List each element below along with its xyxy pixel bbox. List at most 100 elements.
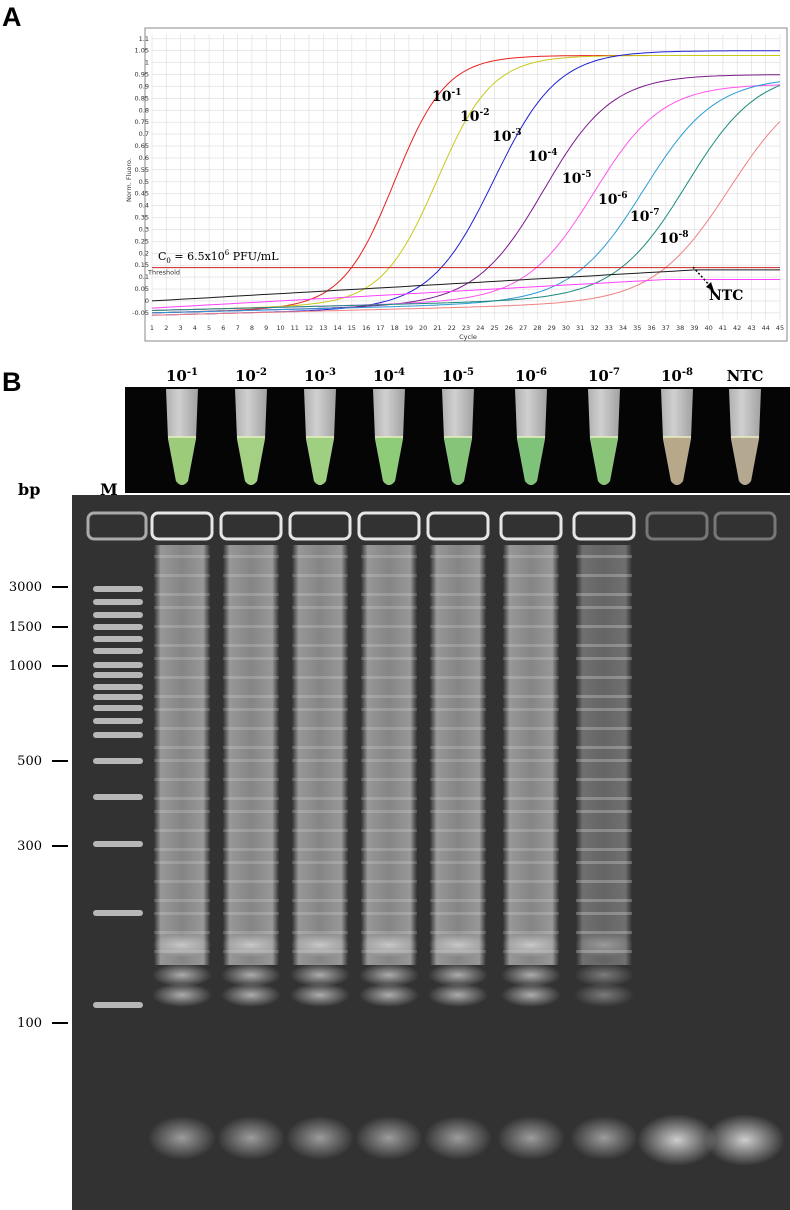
dilution-base: 10 (432, 89, 452, 105)
y-tick-label: 0.75 (135, 118, 149, 126)
gel-band (576, 644, 632, 647)
gel-band (430, 657, 486, 660)
dilution-exp: -7 (649, 208, 659, 218)
tube-label: NTC (727, 367, 764, 385)
y-tick-label: 1.1 (139, 35, 149, 43)
gel-low-band (359, 983, 419, 1007)
tube (235, 389, 267, 485)
ladder-band (93, 758, 143, 764)
gel-band (154, 880, 210, 883)
y-tick-labels: -0.05 0 0.05 0.1 0.15 0.2 0.25 0.3 0.35 0.4 0.45 0.… (132, 35, 149, 317)
gel-band (430, 727, 486, 730)
x-tick-label: 15 (348, 324, 356, 332)
x-tick-label: 4 (193, 324, 197, 332)
gel-band (576, 848, 632, 851)
gel-band (576, 657, 632, 660)
y-axis-label: Norm. Fluoro. (125, 158, 133, 202)
gel-well (645, 511, 709, 541)
gel-band (430, 574, 486, 577)
tube-label-exp: -2 (256, 367, 267, 378)
tube (729, 389, 761, 485)
gel-band (292, 759, 348, 762)
gel-well (86, 511, 148, 541)
gel-smear (154, 545, 210, 965)
gel-band (154, 759, 210, 762)
gel-band (292, 746, 348, 749)
gel-band (576, 931, 632, 934)
gel-band (223, 912, 279, 915)
x-tick-label: 18 (390, 324, 398, 332)
tube (661, 389, 693, 485)
c0-label: C (158, 250, 166, 263)
y-tick-label: 0.9 (139, 82, 149, 90)
gel-band (361, 555, 417, 558)
gel-band (503, 574, 559, 577)
gel-band (361, 810, 417, 813)
ladder-band (93, 794, 143, 800)
gel-band (361, 880, 417, 883)
tube-label: 10-6 (515, 367, 547, 385)
tube-liquid (731, 437, 759, 485)
gel-band (223, 746, 279, 749)
x-tick-label: 17 (376, 324, 384, 332)
tube (515, 389, 547, 485)
x-tick-label: 36 (647, 324, 655, 332)
y-tick-label: 0.85 (135, 94, 149, 102)
gel-band (576, 555, 632, 558)
threshold-label: Threshold (147, 269, 180, 277)
y-tick-label: 0.4 (139, 202, 149, 210)
tube-liquid (237, 437, 265, 485)
ladder-band (93, 1002, 143, 1008)
bp-marker-label: 300 (17, 839, 42, 854)
x-tick-label: 1 (150, 324, 154, 332)
x-tick-label: 9 (264, 324, 268, 332)
tube-label-exp: -3 (325, 367, 336, 378)
gel-band (430, 676, 486, 679)
x-tick-label: 37 (662, 324, 670, 332)
gel-band (223, 625, 279, 628)
x-tick-label: 32 (590, 324, 598, 332)
x-tick-label: 21 (433, 324, 441, 332)
gel-band (154, 593, 210, 596)
tube-label: 10-1 (166, 367, 198, 385)
gel-band (361, 695, 417, 698)
gel-band (292, 880, 348, 883)
gel-low-band (359, 933, 419, 957)
gel-band (430, 625, 486, 628)
tube-label-base: 10 (588, 367, 609, 385)
x-tick-label: 16 (362, 324, 370, 332)
gel-band (430, 695, 486, 698)
bp-marker-label: 100 (17, 1016, 42, 1031)
gel-band (503, 848, 559, 851)
gel-band (430, 810, 486, 813)
gel-low-band (501, 983, 561, 1007)
primer-dimer-spot (355, 1116, 423, 1160)
gel-band (576, 797, 632, 800)
dilution-label: 10-8 (659, 230, 688, 247)
gel-band (361, 676, 417, 679)
gel-band (292, 848, 348, 851)
ntc-arrow-line (692, 266, 712, 288)
dilution-label: 10-7 (630, 208, 659, 225)
primer-dimer-spot (570, 1116, 638, 1160)
gel-band (430, 555, 486, 558)
gel-band (154, 606, 210, 609)
tube-label-base: 10 (373, 367, 394, 385)
gel-low-band (428, 963, 488, 987)
gel-band (576, 759, 632, 762)
gel-band (154, 829, 210, 832)
gel-band (361, 899, 417, 902)
tube-label-base: 10 (442, 367, 463, 385)
x-tick-label: 19 (405, 324, 413, 332)
gel-band (503, 861, 559, 864)
ntc-curve-2 (151, 279, 780, 309)
gel-band (361, 625, 417, 628)
gel-band (503, 695, 559, 698)
ntc-arrow-head (706, 282, 714, 291)
gel-band (503, 644, 559, 647)
gel-band (154, 555, 210, 558)
gel-band (503, 593, 559, 596)
x-tick-label: 24 (476, 324, 484, 332)
primer-dimer-spot (286, 1116, 354, 1160)
x-tick-label: 29 (547, 324, 555, 332)
